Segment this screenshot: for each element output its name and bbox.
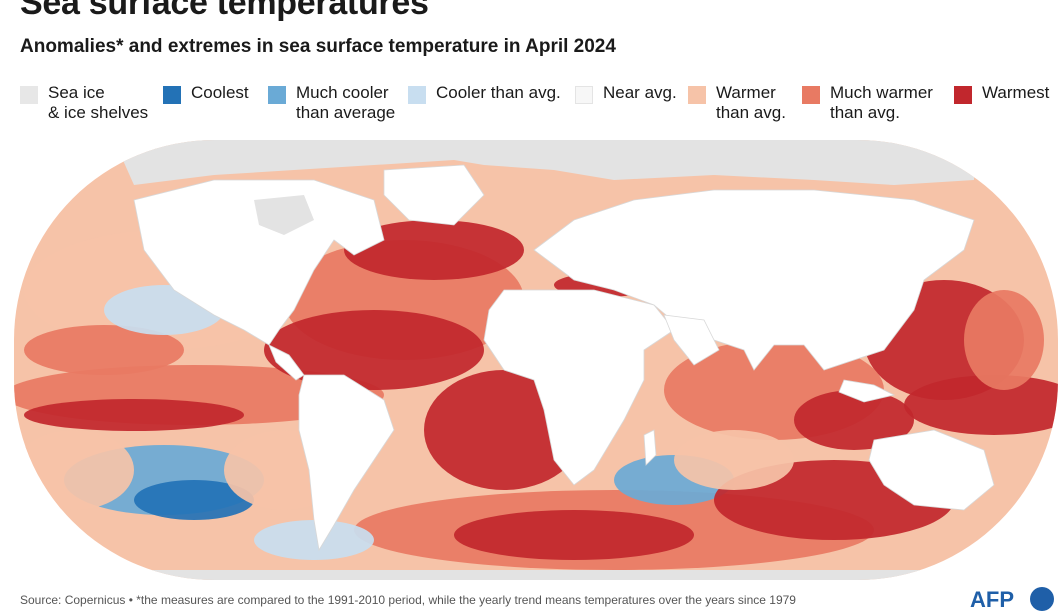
afp-logo: AFP	[970, 587, 1054, 612]
legend-label: than avg.	[830, 103, 900, 122]
globe-icon	[1030, 587, 1054, 611]
anomaly-patch	[454, 510, 694, 560]
legend-label: Cooler than avg.	[436, 83, 561, 102]
africa	[483, 289, 675, 486]
arabia	[663, 314, 720, 366]
central-america	[268, 344, 305, 381]
anomaly-patch	[14, 430, 134, 510]
legend-label: Sea ice	[48, 83, 105, 102]
hudson-bay-ice	[254, 195, 314, 235]
madagascar	[643, 429, 657, 466]
anomaly-patch	[964, 290, 1044, 390]
anomaly-patch	[264, 310, 484, 390]
legend-swatch-warmest	[954, 86, 972, 104]
legend-swatch-sea-ice	[20, 86, 38, 104]
sea-ice-layer	[14, 140, 1058, 580]
anomaly-patch	[794, 390, 914, 450]
land-layer	[133, 164, 1030, 552]
anomaly-patch	[24, 325, 184, 375]
legend: Sea ice & ice shelves Coolest Much coole…	[0, 82, 1064, 126]
world-map	[14, 140, 1058, 580]
legend-label: Near avg.	[603, 83, 677, 102]
indonesia	[838, 379, 896, 403]
legend-label: Much warmer	[830, 83, 933, 102]
anomaly-patch	[674, 430, 794, 490]
legend-swatch-near-avg	[575, 86, 593, 104]
legend-swatch-much-warmer	[802, 86, 820, 104]
greenland	[383, 164, 485, 226]
arctic-sea-ice	[114, 140, 974, 185]
legend-swatch-warmer	[688, 86, 706, 104]
new-zealand	[1013, 504, 1030, 541]
anomaly-patch	[134, 480, 254, 520]
legend-label: than average	[296, 103, 396, 122]
legend-label: Warmer	[716, 83, 776, 102]
anomaly-patch	[24, 399, 244, 431]
north-america	[133, 179, 385, 346]
legend-label: Coolest	[191, 83, 249, 102]
legend-label: than avg.	[716, 103, 786, 122]
page-subtitle: Anomalies* and extremes in sea surface t…	[20, 36, 616, 57]
legend-label: & ice shelves	[48, 103, 149, 122]
legend-label: Much cooler	[296, 83, 389, 102]
antarctic-ice	[14, 570, 1058, 580]
legend-swatch-cooler	[408, 86, 426, 104]
legend-swatch-coolest	[163, 86, 181, 104]
south-america	[298, 374, 395, 552]
legend-swatch-much-cooler	[268, 86, 286, 104]
sea-temperature-map	[14, 140, 1058, 580]
legend-label: Warmest	[982, 83, 1050, 102]
australia	[868, 429, 995, 511]
page-title: Sea surface temperatures	[20, 0, 429, 22]
anomaly-patch	[254, 520, 374, 560]
source-note: Source: Copernicus • *the measures are c…	[20, 593, 796, 607]
anomaly-patch	[344, 220, 524, 280]
europe-asia	[533, 189, 975, 371]
